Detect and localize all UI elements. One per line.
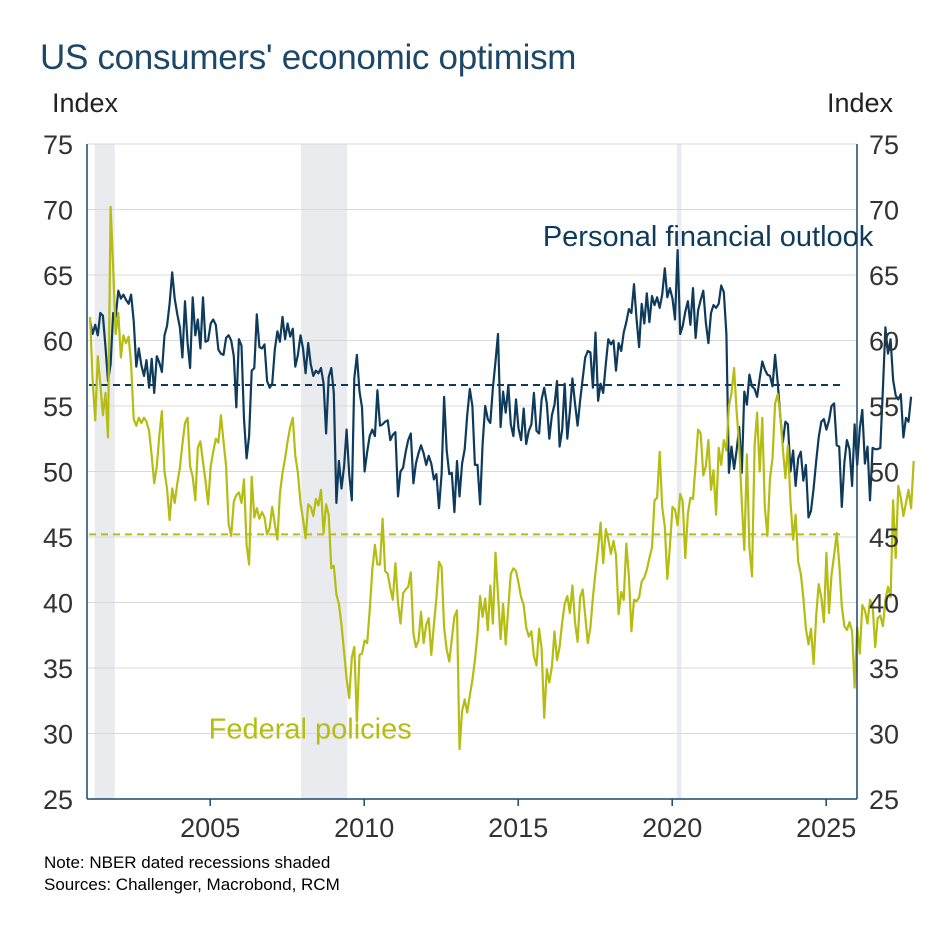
y-tick-left-35: 35	[43, 654, 73, 684]
y-tick-right-30: 30	[869, 720, 899, 750]
y-tick-left-45: 45	[43, 523, 73, 553]
recession-note: Note: NBER dated recessions shaded	[44, 853, 331, 872]
y-tick-right-75: 75	[869, 130, 899, 160]
y-tick-right-70: 70	[869, 196, 899, 226]
y-tick-left-65: 65	[43, 261, 73, 291]
y-tick-left-25: 25	[43, 785, 73, 815]
right-axis-unit: Index	[826, 88, 893, 118]
series-lines	[89, 205, 915, 751]
y-tick-left-30: 30	[43, 720, 73, 750]
y-tick-left-50: 50	[43, 458, 73, 488]
x-tick-2010: 2010	[334, 813, 394, 843]
average-lines	[89, 384, 842, 536]
x-tick-2005: 2005	[180, 813, 240, 843]
axes	[86, 143, 858, 806]
x-tick-2025: 2025	[796, 813, 856, 843]
y-tick-right-40: 40	[869, 589, 899, 619]
federal-series-label: Federal policies	[209, 714, 412, 746]
left-axis-unit: Index	[52, 88, 119, 118]
series-labels: Personal financial outlook Federal polici…	[209, 221, 874, 746]
y-tick-right-55: 55	[869, 392, 899, 422]
y-tick-left-40: 40	[43, 589, 73, 619]
y-tick-left-60: 60	[43, 327, 73, 357]
gridlines	[87, 209, 857, 734]
x-tick-2020: 2020	[642, 813, 702, 843]
y-tick-left-70: 70	[43, 196, 73, 226]
personal-series-line	[89, 249, 913, 519]
y-tick-right-60: 60	[869, 327, 899, 357]
chart-title: US consumers' economic optimism	[40, 38, 577, 77]
y-tick-right-35: 35	[869, 654, 899, 684]
y-tick-right-50: 50	[869, 458, 899, 488]
y-tick-left-75: 75	[43, 130, 73, 160]
y-tick-right-65: 65	[869, 261, 899, 291]
personal-series-label: Personal financial outlook	[543, 221, 874, 253]
sources-note: Sources: Challenger, Macrobond, RCM	[44, 875, 340, 894]
federal-series-line	[89, 205, 915, 751]
y-tick-right-45: 45	[869, 523, 899, 553]
tick-labels: 25 25 30 30 35 35 40 40 45 45 50 50 55 55 60 60 65 65 70 70…	[43, 130, 899, 843]
x-tick-2015: 2015	[488, 813, 548, 843]
y-tick-right-25: 25	[869, 785, 899, 815]
y-tick-left-55: 55	[43, 392, 73, 422]
